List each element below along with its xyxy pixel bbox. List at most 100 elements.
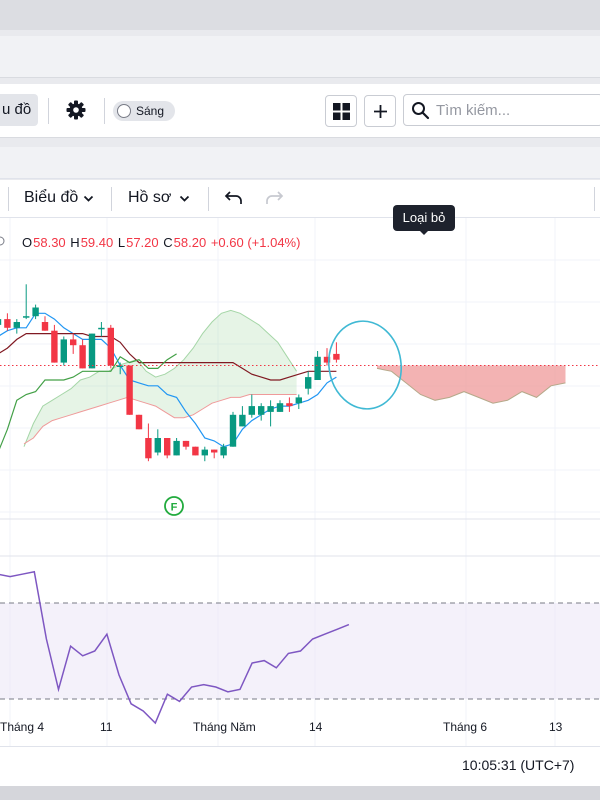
candle-body: [41, 322, 49, 331]
toolbar-divider: [208, 187, 209, 211]
search-icon: [412, 102, 430, 120]
add-button[interactable]: [364, 95, 396, 127]
highlight-circle: [328, 320, 402, 410]
search-box[interactable]: [403, 94, 600, 126]
candle-body: [276, 403, 284, 412]
rsi-line: [0, 570, 350, 725]
candle-body: [0, 319, 2, 325]
low-label: L: [117, 235, 126, 250]
candle-body: [79, 345, 86, 369]
panel-header: [0, 147, 600, 179]
candle-body: [32, 307, 39, 317]
candle-body: [60, 339, 67, 363]
candle-body: [211, 449, 218, 453]
candle-body: [323, 356, 331, 363]
chart-menu-label: Biểu đồ: [24, 189, 79, 206]
candle-body: [145, 438, 152, 459]
cloud-fill: [24, 310, 297, 447]
candle-body: [135, 414, 143, 430]
x-axis-label: Tháng Năm: [193, 720, 256, 734]
chart-toolbar: [0, 180, 600, 218]
candle-body: [173, 440, 180, 456]
panel-gap: [0, 139, 600, 147]
chikou-line: [0, 353, 177, 450]
future-cloud-edge: [376, 367, 566, 404]
search-input[interactable]: Tìm kiếm...: [436, 102, 511, 119]
event-marker-label: F: [171, 502, 178, 514]
candle-body: [98, 327, 105, 330]
close-label: C: [163, 235, 173, 250]
plus-icon: [374, 105, 387, 118]
chart-tab-button[interactable]: u đồ: [0, 94, 38, 126]
candle-body: [4, 319, 11, 328]
candle-body: [229, 414, 237, 447]
indicator-dot: [0, 232, 5, 250]
candle-body: [107, 327, 114, 366]
candle-body: [248, 406, 255, 415]
open-label: O: [22, 235, 33, 250]
toolbar-divider: [594, 187, 595, 211]
candle-body: [51, 330, 58, 363]
profile-menu-label: Hồ sơ: [128, 189, 172, 206]
ichimoku-cloud: [23, 309, 566, 447]
tooltip-arrow: [418, 229, 430, 235]
chevron-down-icon: [179, 195, 190, 202]
candle-body: [13, 322, 20, 328]
high-label: H: [70, 235, 80, 250]
ohlc-legend: O58.30 H59.40 L57.20 C58.20 +0.60 (+1.04…: [22, 235, 301, 250]
x-axis-label: 13: [549, 720, 563, 734]
chevron-down-icon: [83, 195, 94, 202]
senkou-b-line: [23, 394, 297, 445]
candle-body: [267, 406, 274, 412]
candle-body: [201, 449, 208, 456]
future-cloud-fill: [377, 365, 566, 404]
candle-body: [154, 438, 161, 453]
clock-readout: 10:05:31 (UTC+7): [462, 757, 575, 773]
toolbar-divider: [104, 98, 105, 124]
x-axis-label: 11: [100, 720, 113, 734]
close-value: 58.20: [173, 235, 207, 250]
candle-body: [23, 316, 30, 318]
low-value: 57.20: [126, 235, 159, 250]
toolbar-divider: [8, 187, 9, 211]
candle-body: [314, 356, 321, 380]
candle-body: [305, 377, 312, 389]
x-axis-label: Tháng 4: [0, 720, 45, 734]
candle-body: [192, 446, 199, 456]
x-axis-label: Tháng 6: [443, 720, 488, 734]
remove-tooltip: Loại bỏ: [393, 205, 455, 231]
price-change: +0.60 (+1.04%): [210, 235, 301, 250]
theme-toggle-label: Sáng: [136, 104, 165, 118]
chart-area[interactable]: F: [0, 218, 600, 746]
taskbar-strip: [0, 786, 600, 800]
candle-body: [295, 397, 302, 404]
redo-icon[interactable]: [264, 190, 284, 206]
candle-body: [239, 414, 246, 427]
chart-menu[interactable]: Biểu đồ: [24, 189, 78, 207]
chart-canvas[interactable]: F: [0, 218, 600, 746]
open-value: 58.30: [33, 235, 66, 250]
candle-body: [258, 406, 265, 415]
x-axis-label: 14: [309, 720, 323, 734]
high-value: 59.40: [80, 235, 114, 250]
candle-body: [117, 365, 124, 367]
profile-menu[interactable]: Hồ sơ: [128, 189, 171, 207]
event-marker: [164, 496, 184, 516]
candle-body: [164, 438, 171, 456]
candle-body: [126, 365, 133, 415]
gear-icon[interactable]: [64, 98, 88, 122]
candle-body: [70, 339, 77, 346]
candlestick-series: [0, 284, 340, 462]
undo-icon[interactable]: [224, 190, 244, 206]
status-bar: [0, 746, 600, 786]
candle-body: [182, 440, 190, 447]
layout-grid-button[interactable]: [325, 95, 357, 127]
candle-body: [286, 403, 293, 407]
toggle-knob: [117, 104, 131, 118]
toolbar-divider: [111, 187, 112, 211]
toolbar-divider: [48, 98, 49, 124]
browser-top-strip: [0, 0, 600, 30]
candle-body: [220, 446, 227, 456]
candle-body: [333, 353, 340, 360]
candle-body: [88, 333, 96, 369]
